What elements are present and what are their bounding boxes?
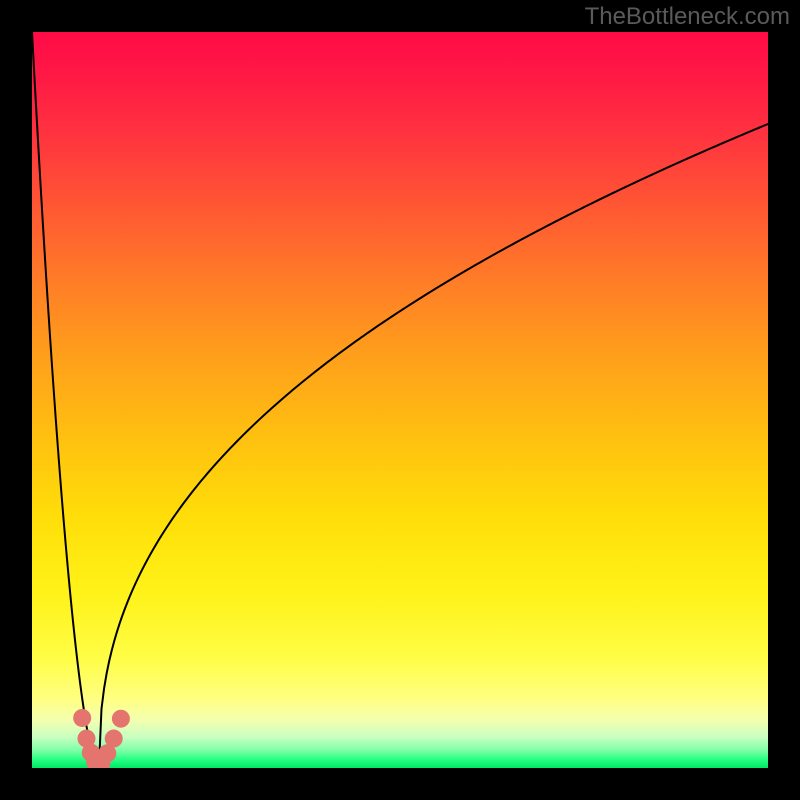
watermark-text: TheBottleneck.com — [585, 3, 790, 31]
chart-canvas: TheBottleneck.com — [0, 0, 800, 800]
chart-svg — [0, 0, 800, 800]
